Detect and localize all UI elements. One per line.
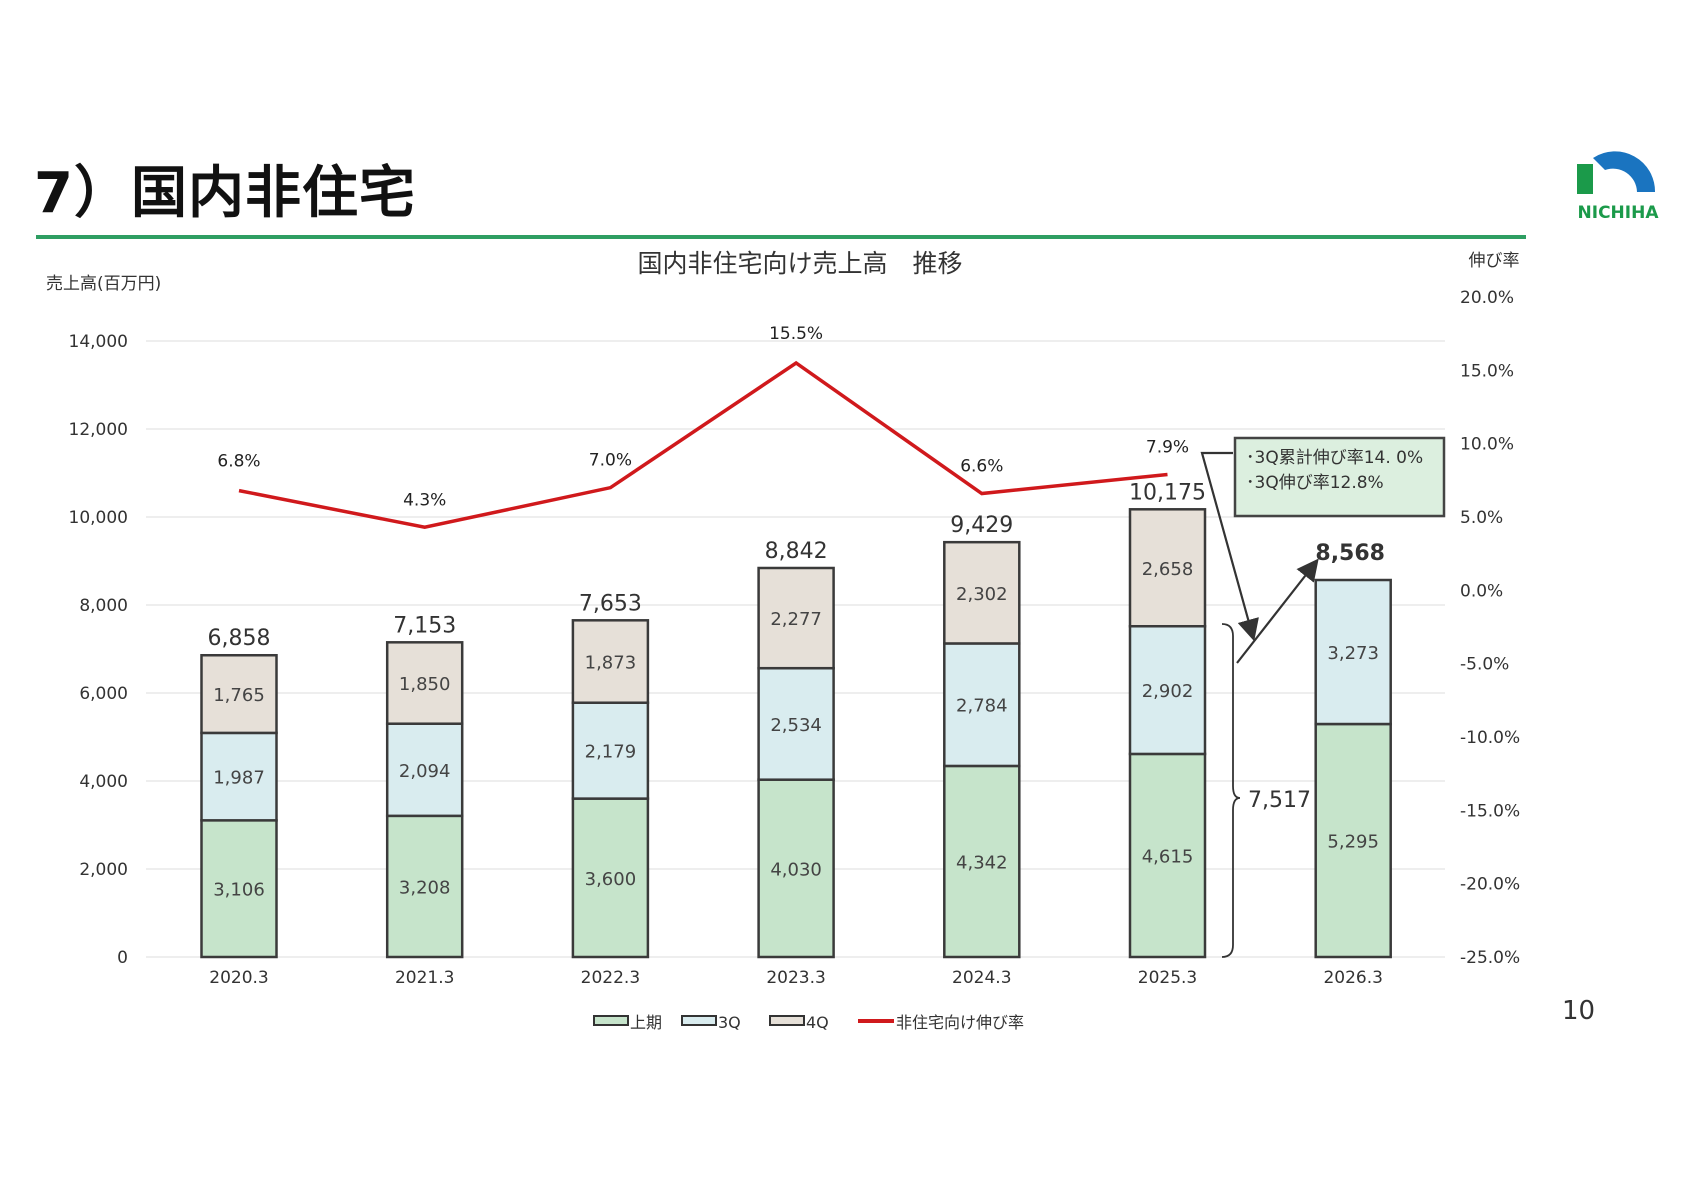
title-divider (36, 235, 1526, 239)
legend-label: 3Q (718, 1013, 741, 1032)
y2-tick-label: -20.0% (1460, 875, 1520, 895)
y-tick-label: 12,000 (69, 420, 128, 440)
bar-value-label: 4,342 (956, 852, 1008, 873)
bar-segment (200, 653, 278, 735)
y2-tick-label: -15.0% (1460, 801, 1520, 821)
svg-text:NICHIHA: NICHIHA (1578, 203, 1660, 222)
bar-segment (943, 540, 1021, 645)
bar-value-label: 2,277 (770, 609, 822, 630)
bar-total-label: 9,429 (950, 513, 1013, 538)
x-tick-label: 2022.3 (581, 968, 640, 988)
growth-arrow (1236, 558, 1319, 664)
annotation-text: ･3Q伸び率12.8% (1246, 473, 1384, 493)
y-axis-label: 売上高(百万円) (46, 274, 161, 294)
bar-value-label: 2,179 (585, 742, 637, 763)
bar-total-label: 7,153 (393, 613, 456, 638)
bar-value-label: 1,850 (399, 674, 451, 695)
bar-value-label: 3,600 (585, 869, 637, 890)
nichiha-logo: NICHIHA (1577, 151, 1660, 222)
bar-total-label: 6,858 (208, 626, 271, 651)
bar-segment (571, 701, 650, 800)
bar-segment (200, 731, 278, 822)
y-tick-label: 10,000 (69, 508, 128, 528)
growth-rate-label: 6.6% (960, 457, 1003, 477)
bar-segment (385, 814, 464, 959)
bar-value-label: 3,208 (399, 877, 451, 898)
bar-segment (757, 566, 835, 670)
growth-rate-label: 7.0% (589, 451, 632, 471)
bar-segment (385, 722, 464, 818)
bar-segment (571, 797, 650, 959)
bar-value-label: 2,784 (956, 696, 1008, 717)
growth-rate-label: 7.9% (1146, 437, 1189, 457)
bar-value-label: 2,902 (1142, 681, 1194, 702)
bar-value-label: 3,273 (1327, 643, 1379, 664)
page-title: 7）国内非住宅 (34, 161, 416, 226)
x-tick-label: 2021.3 (395, 968, 454, 988)
y2-tick-label: 5.0% (1460, 508, 1503, 528)
page-number: 10 (1562, 996, 1596, 1026)
bar-segment (200, 819, 278, 959)
bar-segment (757, 778, 835, 959)
y2-tick-label: -25.0% (1460, 948, 1520, 968)
bar-value-label: 2,094 (399, 761, 451, 782)
bar-value-label: 1,765 (213, 685, 265, 706)
bar-segment (1314, 578, 1392, 726)
bar-total-label: 8,842 (765, 539, 828, 564)
y2-tick-label: -5.0% (1460, 655, 1509, 675)
x-tick-label: 2026.3 (1323, 968, 1382, 988)
growth-rate-line (238, 360, 1168, 530)
y2-tick-label: 0.0% (1460, 581, 1503, 601)
y-tick-label: 0 (117, 948, 128, 968)
x-tick-label: 2020.3 (209, 968, 268, 988)
legend-swatch (769, 1015, 805, 1026)
legend-label: 非住宅向け伸び率 (896, 1013, 1024, 1032)
x-tick-label: 2024.3 (952, 968, 1011, 988)
y2-tick-label: 20.0% (1460, 288, 1514, 308)
y-tick-label: 6,000 (79, 684, 128, 704)
bar-value-label: 1,987 (213, 768, 265, 789)
y-tick-label: 8,000 (79, 596, 128, 616)
bar-segment (943, 642, 1021, 768)
growth-rate-label: 15.5% (769, 324, 823, 344)
bar-value-label: 2,658 (1142, 559, 1194, 580)
bar-total-label: 8,568 (1315, 541, 1385, 566)
y2-tick-label: 15.0% (1460, 361, 1514, 381)
bar-value-label: 3,106 (213, 880, 265, 901)
legend-swatch (681, 1015, 717, 1026)
legend-label: 4Q (806, 1013, 829, 1032)
growth-rate-label: 4.3% (403, 490, 446, 510)
annotation-arrow (1200, 451, 1259, 642)
brace (1221, 623, 1241, 958)
annotation-text: ･3Q累計伸び率14. 0% (1246, 448, 1423, 468)
chart-title: 国内非住宅向け売上高 推移 (637, 249, 962, 278)
y2-tick-label: -10.0% (1460, 728, 1520, 748)
bar-value-label: 4,615 (1142, 846, 1194, 867)
y2-axis-label: 伸び率 (1469, 251, 1520, 271)
annotation-box (1233, 436, 1446, 518)
y-tick-label: 14,000 (69, 332, 128, 352)
bar-value-label: 5,295 (1327, 832, 1379, 853)
brace-label: 7,517 (1248, 788, 1311, 813)
bar-total-label: 10,175 (1129, 480, 1206, 505)
x-tick-label: 2023.3 (766, 968, 825, 988)
legend-swatch (593, 1015, 629, 1026)
y-tick-label: 2,000 (79, 860, 128, 880)
bar-segment (1128, 508, 1207, 628)
legend-label: 上期 (630, 1013, 662, 1032)
bar-segment (385, 641, 464, 725)
bar-segment (757, 666, 835, 781)
growth-rate-label: 6.8% (217, 452, 260, 472)
bar-value-label: 2,534 (770, 715, 822, 736)
bar-value-label: 1,873 (585, 653, 637, 674)
y-tick-label: 4,000 (79, 772, 128, 792)
bar-value-label: 4,030 (770, 859, 822, 880)
y2-tick-label: 10.0% (1460, 435, 1514, 455)
bar-total-label: 7,653 (579, 591, 642, 616)
bar-value-label: 2,302 (956, 584, 1008, 605)
bar-segment (571, 619, 650, 704)
x-tick-label: 2025.3 (1138, 968, 1197, 988)
